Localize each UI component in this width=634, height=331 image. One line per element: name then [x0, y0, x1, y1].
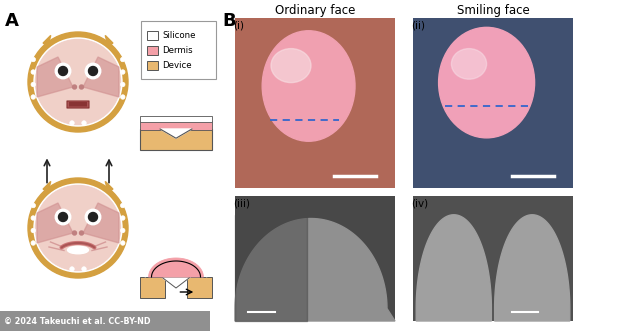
Circle shape [85, 209, 101, 225]
Circle shape [36, 185, 120, 270]
FancyBboxPatch shape [140, 116, 212, 122]
Circle shape [120, 241, 125, 245]
Circle shape [82, 267, 86, 271]
Text: A: A [5, 12, 19, 30]
Text: (iv): (iv) [411, 198, 428, 208]
Text: © 2024 Takeuchi et al. CC-BY-ND: © 2024 Takeuchi et al. CC-BY-ND [4, 316, 150, 325]
FancyBboxPatch shape [141, 21, 216, 78]
Text: Device: Device [162, 61, 191, 70]
Ellipse shape [451, 49, 487, 79]
Ellipse shape [439, 27, 534, 138]
Circle shape [89, 67, 98, 75]
FancyBboxPatch shape [235, 196, 395, 321]
Circle shape [31, 95, 36, 99]
Text: (ii): (ii) [411, 20, 425, 30]
Circle shape [31, 216, 36, 220]
Text: B: B [222, 12, 236, 30]
Circle shape [58, 67, 67, 75]
Polygon shape [495, 215, 570, 321]
FancyBboxPatch shape [140, 121, 212, 130]
Polygon shape [105, 181, 113, 192]
FancyBboxPatch shape [413, 196, 573, 321]
Text: Silicone: Silicone [162, 31, 195, 40]
Polygon shape [83, 203, 119, 243]
Circle shape [82, 121, 86, 125]
Polygon shape [83, 57, 119, 97]
Circle shape [31, 57, 36, 62]
Circle shape [31, 241, 36, 245]
Ellipse shape [271, 49, 311, 83]
FancyBboxPatch shape [147, 61, 158, 70]
Text: (i): (i) [233, 20, 244, 30]
Text: (iii): (iii) [233, 198, 250, 208]
FancyBboxPatch shape [69, 102, 87, 107]
Polygon shape [235, 218, 395, 321]
FancyBboxPatch shape [67, 101, 89, 108]
Polygon shape [43, 35, 51, 46]
Circle shape [120, 70, 125, 74]
Ellipse shape [262, 31, 355, 141]
Circle shape [120, 216, 125, 220]
Polygon shape [37, 203, 73, 243]
Circle shape [72, 85, 77, 89]
FancyBboxPatch shape [187, 277, 212, 298]
Polygon shape [160, 129, 192, 138]
FancyBboxPatch shape [235, 18, 395, 188]
Circle shape [120, 82, 125, 87]
FancyBboxPatch shape [140, 129, 212, 150]
Text: Ordinary face: Ordinary face [275, 4, 355, 17]
Circle shape [58, 213, 67, 221]
Circle shape [89, 213, 98, 221]
Circle shape [55, 63, 71, 79]
FancyBboxPatch shape [140, 277, 165, 298]
Text: Smiling face: Smiling face [456, 4, 529, 17]
Circle shape [31, 82, 36, 87]
Polygon shape [43, 181, 51, 192]
Circle shape [34, 184, 122, 272]
Circle shape [120, 57, 125, 62]
Circle shape [79, 85, 84, 89]
Circle shape [72, 231, 77, 235]
Circle shape [28, 32, 128, 132]
Circle shape [31, 228, 36, 233]
Circle shape [120, 228, 125, 233]
Circle shape [55, 209, 71, 225]
FancyBboxPatch shape [413, 18, 573, 188]
Polygon shape [162, 277, 190, 288]
Circle shape [34, 38, 122, 126]
FancyBboxPatch shape [147, 31, 158, 40]
Circle shape [31, 70, 36, 74]
Circle shape [70, 267, 74, 271]
Ellipse shape [67, 246, 89, 254]
Circle shape [120, 95, 125, 99]
Text: Dermis: Dermis [162, 46, 193, 55]
Circle shape [70, 121, 74, 125]
Polygon shape [140, 255, 212, 277]
Polygon shape [416, 215, 491, 321]
Polygon shape [105, 35, 113, 46]
Circle shape [79, 231, 84, 235]
Circle shape [85, 63, 101, 79]
FancyBboxPatch shape [147, 46, 158, 55]
Polygon shape [148, 258, 204, 277]
Circle shape [120, 203, 125, 208]
Circle shape [31, 203, 36, 208]
Circle shape [36, 39, 120, 124]
Circle shape [28, 178, 128, 278]
FancyBboxPatch shape [0, 311, 210, 331]
Polygon shape [37, 57, 73, 97]
